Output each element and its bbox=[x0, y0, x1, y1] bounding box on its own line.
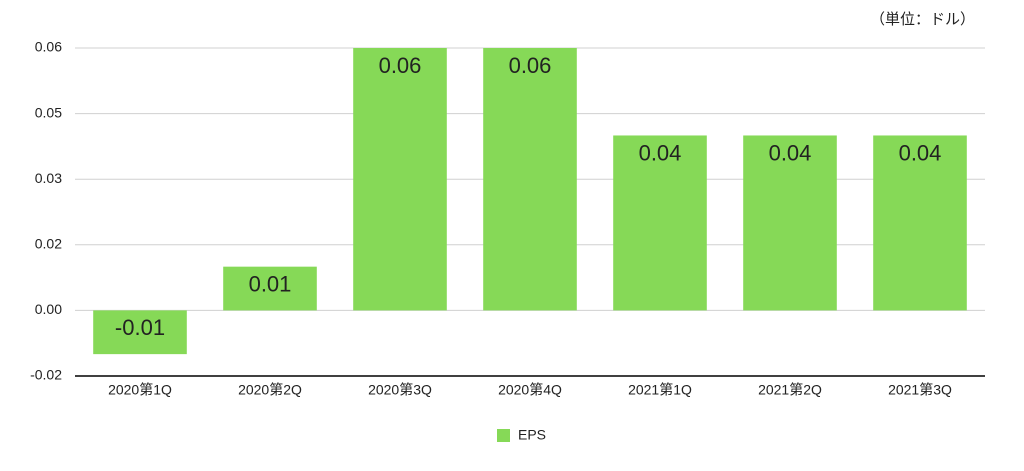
x-tick-label: 2020第2Q bbox=[238, 382, 302, 398]
bar bbox=[483, 48, 577, 311]
y-tick-label: 0.05 bbox=[35, 104, 62, 120]
data-label: 0.04 bbox=[899, 140, 942, 165]
data-label: 0.04 bbox=[639, 140, 682, 165]
data-label: 0.06 bbox=[379, 53, 422, 78]
x-tick-label: 2020第3Q bbox=[368, 382, 432, 398]
x-tick-label: 2020第1Q bbox=[108, 382, 172, 398]
data-label: 0.04 bbox=[769, 140, 812, 165]
x-tick-label: 2021第2Q bbox=[758, 382, 822, 398]
data-label: -0.01 bbox=[115, 315, 165, 340]
bar bbox=[223, 266, 317, 311]
legend-label: EPS bbox=[518, 427, 546, 443]
y-tick-label: 0.00 bbox=[35, 301, 62, 317]
y-tick-label: 0.02 bbox=[35, 236, 62, 252]
legend-swatch bbox=[497, 429, 510, 442]
bar bbox=[353, 48, 447, 311]
x-tick-label: 2021第3Q bbox=[888, 382, 952, 398]
y-tick-label: -0.02 bbox=[30, 367, 62, 383]
bar bbox=[743, 135, 837, 311]
data-label: 0.06 bbox=[509, 53, 552, 78]
x-tick-label: 2021第1Q bbox=[628, 382, 692, 398]
bar bbox=[93, 310, 187, 355]
y-tick-label: 0.03 bbox=[35, 170, 62, 186]
data-label: 0.01 bbox=[249, 271, 292, 296]
bar bbox=[613, 135, 707, 311]
y-tick-label: 0.06 bbox=[35, 39, 62, 55]
bar bbox=[873, 135, 967, 311]
x-tick-label: 2020第4Q bbox=[498, 382, 562, 398]
unit-annotation: （単位：ドル） bbox=[870, 11, 975, 28]
